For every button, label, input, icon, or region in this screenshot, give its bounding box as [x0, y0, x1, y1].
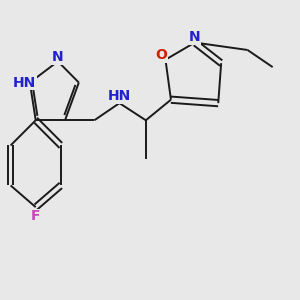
Text: F: F [31, 209, 40, 223]
Text: HN: HN [108, 89, 131, 103]
Text: N: N [52, 50, 64, 64]
Text: N: N [189, 30, 201, 44]
Text: HN: HN [13, 76, 37, 90]
Text: O: O [155, 48, 167, 62]
